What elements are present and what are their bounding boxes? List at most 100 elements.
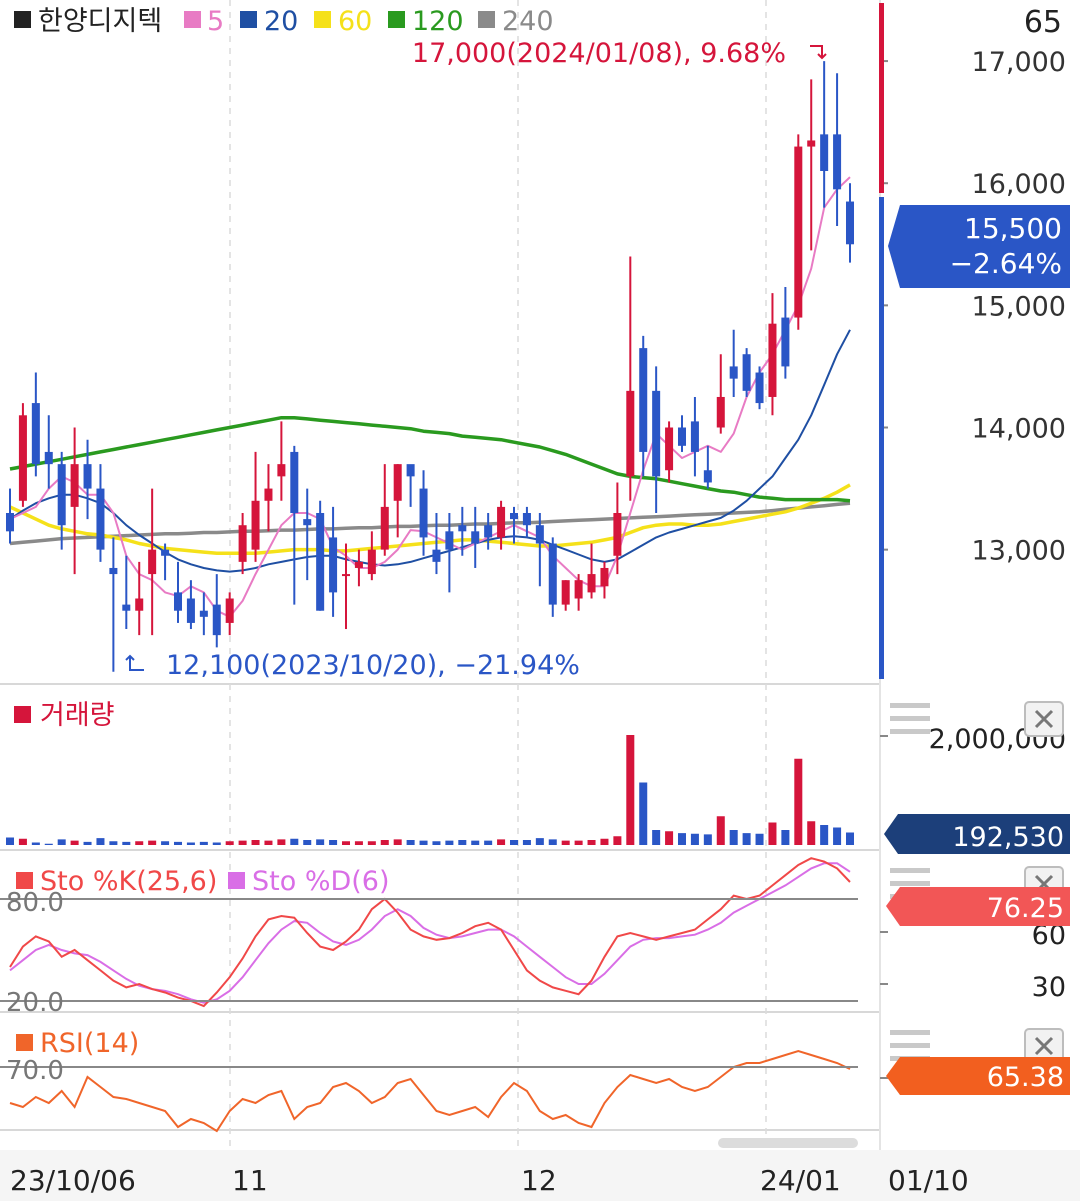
candle-body xyxy=(44,451,53,465)
horizontal-scrollbar[interactable] xyxy=(718,1138,858,1148)
volume-bar xyxy=(238,840,247,845)
candle-body xyxy=(303,519,312,526)
volume-bar xyxy=(419,840,428,845)
sto-axis-30: 30 xyxy=(1032,972,1066,1003)
volume-bar xyxy=(781,830,790,845)
volume-bar xyxy=(833,827,842,845)
legend-swatch-ma60 xyxy=(314,11,331,28)
volume-bar xyxy=(212,842,221,845)
volume-bar xyxy=(122,841,131,845)
volume-bar xyxy=(316,839,325,845)
ma120-line xyxy=(9,415,851,503)
volume-bar xyxy=(484,840,493,845)
volume-bar xyxy=(755,833,764,845)
low-arrow-icon xyxy=(125,654,144,671)
volume-bars xyxy=(5,735,855,845)
candle-body xyxy=(380,506,389,550)
volume-bar xyxy=(225,841,234,845)
candle-body xyxy=(251,500,260,550)
price-range-bar-down xyxy=(879,197,884,679)
drag-handle-bar xyxy=(890,729,930,734)
volume-title: 거래량 xyxy=(40,700,115,731)
current-price-badge-shape xyxy=(888,205,1070,288)
sto-d-label: Sto %D(6) xyxy=(252,866,390,897)
legend-ma20: 20 xyxy=(264,6,298,37)
volume-bar xyxy=(432,841,441,845)
volume-bar xyxy=(561,840,570,845)
volume-bar xyxy=(794,758,803,845)
rsi-close-icon[interactable] xyxy=(1024,1028,1064,1064)
price-tick-label: 17,000 xyxy=(972,47,1066,78)
candle-body xyxy=(161,549,170,556)
candle-body xyxy=(109,567,118,575)
legend: 한양디지텍 5 20 60 120 240 xyxy=(14,6,554,37)
volume-bar xyxy=(535,838,544,845)
sto-level-high: 80.0 xyxy=(6,888,64,918)
volume-bar xyxy=(290,838,299,845)
candle-body xyxy=(57,464,66,526)
candle-body xyxy=(419,488,428,538)
volume-bar xyxy=(354,841,363,845)
high-arrow-icon xyxy=(810,45,827,60)
rsi-drag-handle-icon[interactable] xyxy=(890,1030,930,1061)
x-axis-background xyxy=(0,1150,1080,1201)
price-tick-label: 16,000 xyxy=(972,169,1066,200)
candle-body xyxy=(432,549,441,562)
volume-bar xyxy=(199,841,208,845)
legend-swatch-stock xyxy=(14,11,31,28)
legend-ma120: 120 xyxy=(412,6,464,37)
volume-bar xyxy=(639,782,648,845)
volume-bar xyxy=(109,841,118,845)
volume-bar xyxy=(652,830,661,845)
legend-ma5: 5 xyxy=(207,6,224,37)
legend-swatch-ma5 xyxy=(184,11,201,28)
candle-body xyxy=(354,561,363,568)
drag-handle-bar xyxy=(890,868,930,873)
candle-body xyxy=(729,366,738,379)
volume-bar xyxy=(329,840,338,845)
candle-body xyxy=(833,134,842,190)
volume-bar xyxy=(742,833,751,845)
candle-body xyxy=(626,390,635,477)
candle-body xyxy=(341,574,351,577)
candle-body xyxy=(690,421,699,452)
volume-bar xyxy=(458,840,467,845)
ma240-line xyxy=(9,501,851,546)
candle-body xyxy=(83,464,92,489)
candle-body xyxy=(18,415,27,501)
volume-drag-handle-icon[interactable] xyxy=(890,703,930,734)
ma20-line xyxy=(9,329,851,573)
volume-bar xyxy=(471,840,480,845)
volume-bar xyxy=(820,825,829,845)
candle-body xyxy=(316,513,325,611)
legend-swatch-ma20 xyxy=(240,11,257,28)
volume-bar xyxy=(807,821,816,845)
candle-body xyxy=(186,598,195,623)
drag-handle-bar xyxy=(890,703,930,708)
sto-current-badge xyxy=(886,887,1070,926)
x-label-oct: 23/10/06 xyxy=(10,1164,136,1197)
current-price-badge: 15,500 −2.64% xyxy=(888,205,1070,288)
candle-body xyxy=(781,317,790,367)
price-axis: 17,000 16,000 15,000 14,000 13,000 xyxy=(880,47,1066,567)
volume-bar xyxy=(31,842,40,845)
volume-bar xyxy=(522,840,531,845)
volume-bar xyxy=(613,836,622,845)
volume-bar xyxy=(845,832,855,845)
volume-close-icon[interactable] xyxy=(1024,701,1064,737)
candle-body xyxy=(458,525,467,532)
legend-ma60: 60 xyxy=(338,6,372,37)
candle-body xyxy=(677,427,687,446)
volume-bar xyxy=(380,840,389,845)
drag-handle-bar xyxy=(890,881,930,886)
current-price: 15,500 xyxy=(964,212,1062,245)
rsi-label: RSI(14) xyxy=(40,1028,139,1059)
volume-bar xyxy=(600,838,609,845)
volume-bar xyxy=(703,834,712,845)
volume-bar xyxy=(729,830,738,845)
rsi-polyline xyxy=(9,1049,851,1133)
volume-bar xyxy=(5,837,15,845)
volume-bar xyxy=(18,838,27,845)
candle-body xyxy=(135,598,144,611)
candle-body xyxy=(587,574,596,593)
